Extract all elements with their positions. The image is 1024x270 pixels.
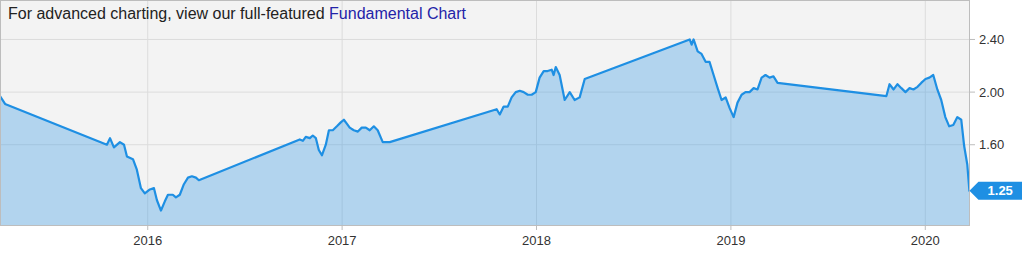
plot-frame — [1, 1, 970, 226]
y-tick-label: 2.40 — [979, 32, 1004, 47]
x-tick-label: 2019 — [716, 233, 745, 248]
header-text: For advanced charting, view our full-fea… — [8, 5, 325, 22]
last-value-badge — [969, 182, 1022, 200]
y-tick-label: 2.00 — [979, 85, 1004, 100]
x-tick — [536, 225, 537, 230]
series-group — [0, 39, 969, 225]
plot-background — [0, 0, 970, 225]
area-fill — [0, 39, 969, 225]
header-link[interactable]: Fundamental Chart — [329, 5, 467, 22]
y-tick-label: 1.60 — [979, 137, 1004, 152]
y-tick — [970, 39, 975, 40]
chart: 1.60 2.00 2.40 2016 2017 2018 2019 2020 For adva… — [0, 0, 1024, 270]
grid-line-y — [0, 39, 970, 40]
header: For advanced charting, view our full-fea… — [8, 5, 467, 22]
x-tick — [730, 225, 731, 230]
x-tick-label: 2020 — [911, 233, 940, 248]
y-tick — [970, 144, 975, 145]
x-tick — [147, 225, 148, 230]
x-tick-label: 2016 — [133, 233, 162, 248]
last-value-label: 1.25 — [988, 183, 1013, 198]
y-tick — [970, 92, 975, 93]
x-tick — [342, 225, 343, 230]
x-tick-label: 2018 — [522, 233, 551, 248]
x-tick-label: 2017 — [328, 233, 357, 248]
x-tick — [925, 225, 926, 230]
area-line — [0, 39, 969, 210]
